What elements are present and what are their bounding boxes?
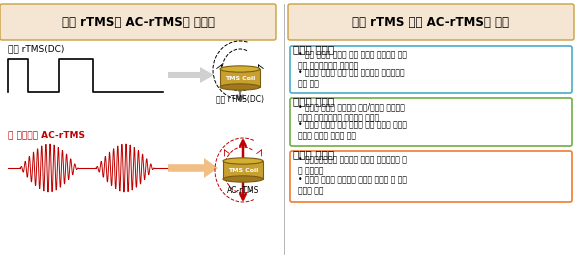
Polygon shape [168, 158, 218, 178]
Ellipse shape [223, 176, 263, 182]
Bar [223, 161, 263, 179]
Text: • 휴대용 경두개 자기 자극 장비등의 응용분야에
적용 가능: • 휴대용 경두개 자기 자극 장비등의 응용분야에 적용 가능 [298, 68, 404, 89]
Bar [220, 69, 260, 87]
Text: 기존 rTMS 대비 AC-rTMS의 장점: 기존 rTMS 대비 AC-rTMS의 장점 [353, 15, 510, 28]
Ellipse shape [220, 84, 260, 90]
Text: • 주피수 조절을 통해 경두개 자기 자극에 필요한
신호의 전력을 최소화 가능: • 주피수 조절을 통해 경두개 자기 자극에 필요한 신호의 전력을 최소화 … [298, 120, 407, 141]
Text: TMS Coil: TMS Coil [225, 76, 255, 80]
Polygon shape [168, 67, 214, 83]
Ellipse shape [220, 66, 260, 72]
Ellipse shape [223, 158, 263, 164]
FancyBboxPatch shape [290, 46, 572, 93]
Text: 기술의 확장성: 기술의 확장성 [293, 149, 334, 159]
Text: • 자극 코일의 크기가 매우 작아서 자유롭게 움직
이는 실험동물에서 실험가능: • 자극 코일의 크기가 매우 작아서 자유롭게 움직 이는 실험동물에서 실험… [298, 50, 407, 71]
Text: 기존 rTMS와 AC-rTMS의 차이점: 기존 rTMS와 AC-rTMS의 차이점 [62, 15, 214, 28]
Text: 기존 rTMS(DC): 기존 rTMS(DC) [216, 94, 264, 103]
FancyBboxPatch shape [0, 4, 276, 40]
Text: 장치의 범용성: 장치의 범용성 [293, 44, 334, 54]
FancyBboxPatch shape [290, 98, 572, 146]
FancyBboxPatch shape [290, 151, 572, 202]
Text: TMS Coil: TMS Coil [228, 167, 258, 173]
Text: AC-rTMS: AC-rTMS [227, 186, 259, 195]
Text: 본 연구팀의 AC-rTMS: 본 연구팀의 AC-rTMS [8, 130, 85, 139]
Text: 기존 rTMS(DC): 기존 rTMS(DC) [8, 44, 65, 53]
Text: • 펄스변조기법을 사용하여 다양한 프로토콜의 신
호 생성가능: • 펄스변조기법을 사용하여 다양한 프로토콜의 신 호 생성가능 [298, 155, 407, 176]
Text: • 기존의 경두개 자기자극 장치의 소형화 및 저가
제작이 가능: • 기존의 경두개 자기자극 장치의 소형화 및 저가 제작이 가능 [298, 175, 407, 196]
FancyBboxPatch shape [288, 4, 574, 40]
Text: 장치의 효율성: 장치의 효율성 [293, 96, 334, 106]
Text: • 인버터 회로를 사용하여 충전/방전시 발생하는
소음을 제거함으로써 치료효과 극대화: • 인버터 회로를 사용하여 충전/방전시 발생하는 소음을 제거함으로써 치료… [298, 102, 405, 123]
